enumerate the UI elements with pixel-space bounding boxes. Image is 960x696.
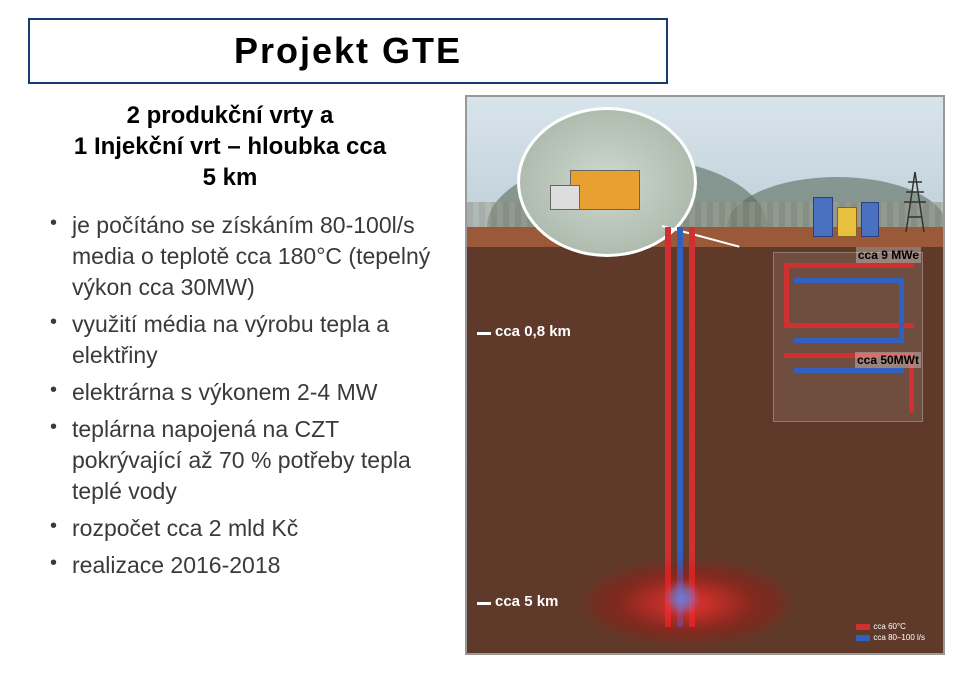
bullet-item: rozpočet cca 2 mld Kč: [50, 513, 440, 544]
pylon-icon: [902, 172, 928, 232]
depth-tick: [477, 332, 491, 335]
plant-building-icon: [550, 185, 580, 210]
blue-pipe: [794, 368, 904, 373]
heat-exchange-schematic: [773, 252, 923, 422]
bullet-item: je počítáno se získáním 80-100l/s media …: [50, 210, 440, 303]
bullet-item: realizace 2016-2018: [50, 550, 440, 581]
title-box: Projekt GTE: [28, 18, 668, 84]
depth-label-2: cca 5 km: [495, 593, 558, 610]
plant-building-icon: [570, 170, 640, 210]
bullet-item: elektrárna s výkonem 2-4 MW: [50, 377, 440, 408]
red-pipe: [784, 263, 914, 268]
injection-cold-spot: [667, 583, 697, 613]
page-title: Projekt GTE: [234, 30, 462, 71]
power-label-electric: cca 9 MWe: [856, 247, 921, 263]
blue-pipe: [899, 278, 904, 338]
subtitle-line-1: 2 produkční vrty a: [127, 102, 334, 129]
bullet-item: teplárna napojená na CZT pokrývající až …: [50, 414, 440, 507]
depth-tick: [477, 602, 491, 605]
red-pipe: [784, 323, 914, 328]
building-icon: [861, 202, 879, 237]
subtitle-line-3: 5 km: [203, 164, 258, 191]
legend-flow-text: cca 80–100 l/s: [873, 633, 925, 642]
subtitle-line-2: 1 Injekční vrt – hloubka cca: [74, 133, 386, 160]
diagram-legend: cca 60°C cca 80–100 l/s: [856, 622, 925, 643]
subtitle: 2 produkční vrty a 1 Injekční vrt – hlou…: [40, 100, 420, 194]
building-icon: [813, 197, 833, 237]
legend-temp-text: cca 60°C: [873, 622, 906, 631]
bullet-list: je počítáno se získáním 80-100l/s media …: [50, 210, 440, 588]
legend-swatch-blue: [856, 635, 870, 641]
legend-swatch-red: [856, 624, 870, 630]
town-buildings: [813, 197, 883, 247]
red-pipe: [784, 263, 789, 323]
blue-pipe: [794, 278, 904, 283]
bullet-item: využití média na výrobu tepla a elektřin…: [50, 309, 440, 371]
depth-label-1: cca 0,8 km: [495, 323, 571, 340]
legend-row: cca 60°C: [856, 622, 925, 632]
geothermal-diagram: cca 0,8 km cca 5 km cca 9 MWe cca 50MWt …: [465, 95, 945, 655]
building-icon: [837, 207, 857, 237]
power-label-thermal: cca 50MWt: [855, 352, 921, 368]
blue-pipe: [794, 338, 904, 343]
legend-row: cca 80–100 l/s: [856, 633, 925, 643]
